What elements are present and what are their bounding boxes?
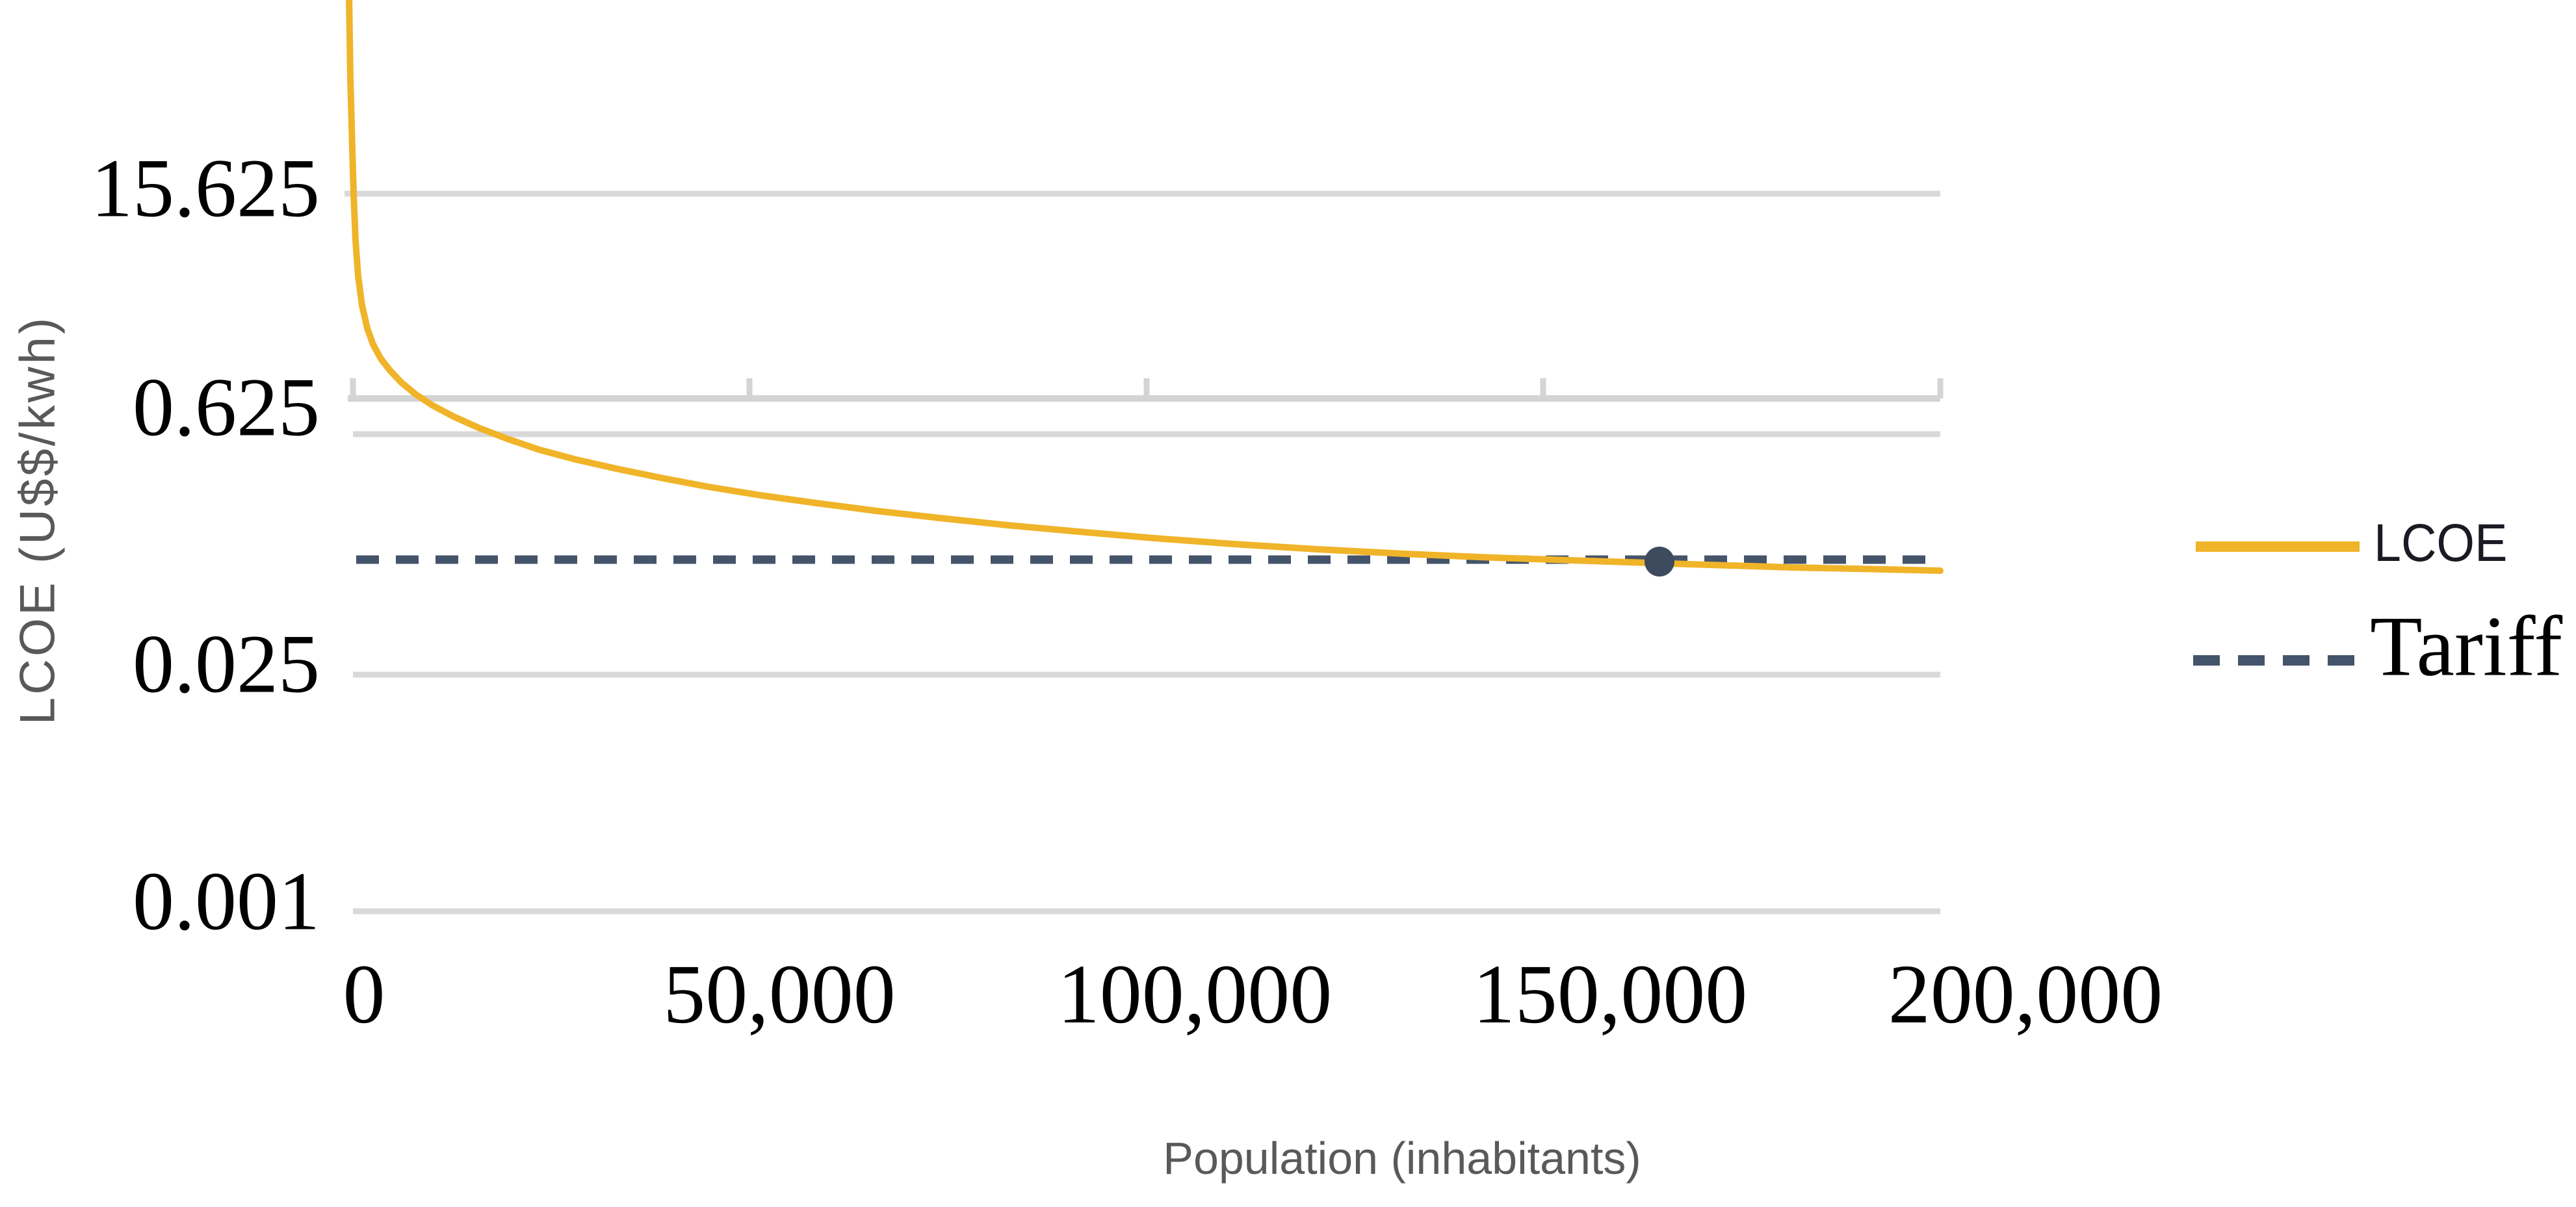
x-axis-title: Population (inhabitants): [1163, 1133, 1641, 1184]
x-tick-label-150000: 150,000: [1472, 948, 1748, 1041]
x-tick-label-50000: 50,000: [663, 948, 896, 1041]
y-axis-title: LCOE (U$$/kwh): [10, 315, 66, 725]
y-tick-label-0-025: 0.025: [133, 617, 320, 710]
x-axis-line: [348, 378, 1944, 402]
x-tick-label-200000: 200,000: [1888, 948, 2163, 1041]
x-tick-label-0: 0: [343, 948, 385, 1041]
y-tick-label-0-001: 0.001: [133, 855, 320, 948]
x-tick-label-100000: 100,000: [1057, 948, 1333, 1041]
intersection-point-marker: [1645, 547, 1674, 577]
legend-label-lcoe: LCOE: [2374, 513, 2508, 573]
y-tick-label-0-625: 0.625: [133, 361, 320, 454]
gridlines: [345, 190, 1940, 915]
y-tick-label-15-625: 15.625: [91, 142, 320, 235]
legend-label-tariff: Tariff: [2370, 598, 2563, 694]
lcoe-series-curve: [346, 0, 1944, 574]
